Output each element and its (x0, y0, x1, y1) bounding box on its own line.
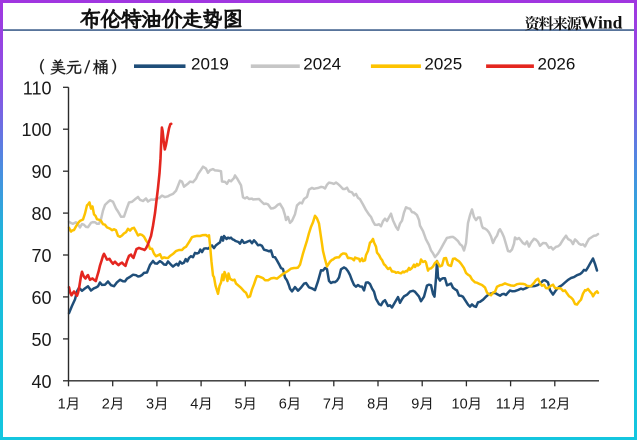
svg-text:110: 110 (23, 78, 52, 98)
svg-text:2019: 2019 (191, 55, 229, 74)
svg-text:9: 9 (411, 396, 419, 412)
svg-text:100: 100 (21, 120, 51, 140)
svg-text:10: 10 (452, 396, 468, 412)
svg-text:6: 6 (279, 396, 287, 412)
svg-text:Wind: Wind (581, 13, 623, 33)
svg-text:50: 50 (31, 330, 51, 350)
svg-text:12: 12 (540, 396, 556, 412)
svg-text:5: 5 (235, 396, 243, 412)
svg-text:3: 3 (146, 396, 154, 412)
svg-text:2: 2 (102, 396, 110, 412)
svg-text:1: 1 (58, 396, 66, 412)
svg-text:2024: 2024 (303, 55, 341, 74)
svg-text:4: 4 (190, 396, 198, 412)
svg-text:2025: 2025 (424, 55, 462, 74)
svg-text:11: 11 (496, 396, 511, 412)
svg-text:40: 40 (31, 372, 51, 392)
svg-text:7: 7 (323, 396, 331, 412)
svg-text:90: 90 (31, 162, 51, 182)
svg-text:8: 8 (367, 396, 375, 412)
svg-text:80: 80 (31, 204, 51, 224)
svg-text:2026: 2026 (538, 55, 576, 74)
svg-text:60: 60 (31, 288, 51, 308)
svg-text:70: 70 (31, 246, 51, 266)
